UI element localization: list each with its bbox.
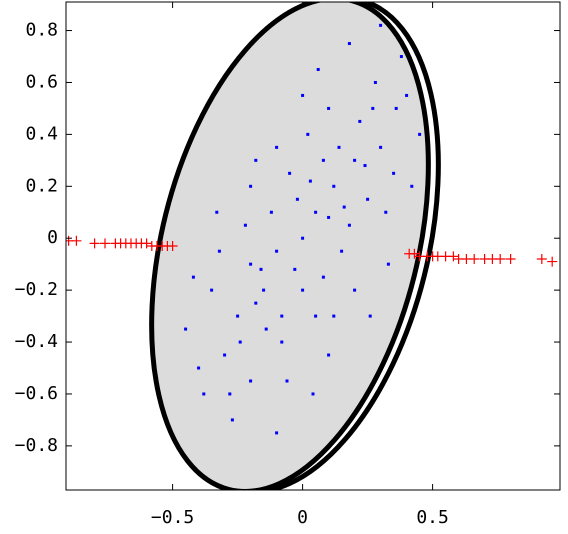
point [347, 223, 351, 227]
point [285, 379, 289, 383]
x-tick-label: 0 [297, 507, 308, 528]
y-tick-label: −0.4 [15, 331, 58, 352]
point [167, 241, 178, 251]
point [379, 145, 383, 149]
point [314, 314, 318, 318]
point [288, 171, 292, 175]
point [301, 288, 305, 292]
ellipses [149, 2, 441, 490]
point [141, 238, 152, 249]
point [353, 288, 357, 292]
point [249, 262, 253, 266]
point [366, 197, 370, 201]
point [269, 210, 273, 214]
point [399, 55, 403, 59]
point [275, 145, 279, 149]
point [210, 288, 214, 292]
point [353, 158, 357, 162]
point [314, 210, 318, 214]
point [368, 314, 372, 318]
point [217, 249, 221, 253]
point [243, 223, 247, 227]
point [301, 93, 305, 97]
y-tick-label: 0.6 [25, 71, 58, 92]
point [384, 210, 388, 214]
point [358, 119, 362, 123]
point [236, 314, 240, 318]
point [223, 353, 227, 357]
point [275, 431, 279, 435]
point [295, 197, 299, 201]
point [280, 314, 284, 318]
y-tick-label: 0.4 [25, 123, 58, 144]
point [448, 251, 459, 262]
point [340, 249, 344, 253]
y-tick-label: −0.8 [15, 435, 58, 456]
point [100, 238, 110, 249]
x-tick-label: 0.5 [416, 507, 449, 528]
point [259, 267, 263, 271]
y-tick-label: 0.2 [25, 175, 58, 196]
point [363, 164, 367, 168]
y-tick-label: 0 [47, 227, 58, 248]
point [275, 249, 279, 253]
point [392, 171, 396, 175]
point [293, 267, 297, 271]
point [249, 379, 253, 383]
point [230, 418, 234, 422]
plot-frame [65, 1, 561, 491]
point [301, 236, 305, 240]
y-tick-label: 0.8 [25, 20, 58, 41]
point [191, 275, 195, 279]
point [71, 235, 82, 246]
point [409, 248, 420, 259]
point [469, 253, 480, 264]
point [337, 145, 341, 149]
point [254, 158, 258, 162]
point [386, 262, 390, 266]
point [373, 80, 377, 84]
point [262, 288, 266, 292]
point [342, 205, 346, 209]
y-tick-label: −0.2 [15, 279, 58, 300]
point [264, 327, 268, 331]
point [505, 253, 516, 264]
point [410, 184, 414, 188]
point [249, 184, 253, 188]
point [536, 253, 547, 264]
point [547, 256, 558, 267]
point [238, 340, 242, 344]
point [308, 179, 312, 183]
point [280, 340, 284, 344]
point [184, 327, 188, 331]
y-tick-label: −0.6 [15, 383, 58, 404]
point [254, 301, 258, 305]
point [197, 366, 201, 370]
point [327, 353, 331, 357]
point [347, 42, 351, 46]
point [89, 238, 100, 249]
point [327, 215, 331, 219]
point [321, 158, 325, 162]
point [228, 392, 232, 396]
point [215, 210, 219, 214]
point [495, 253, 506, 264]
point [327, 106, 331, 110]
point [371, 106, 375, 110]
point [394, 106, 398, 110]
point [379, 23, 383, 27]
point [332, 184, 336, 188]
point [332, 314, 336, 318]
point [418, 132, 422, 136]
point [316, 67, 320, 71]
point [202, 392, 206, 396]
point [306, 132, 310, 136]
point [311, 392, 315, 396]
point [405, 93, 409, 97]
point [321, 275, 325, 279]
x-tick-label: −0.5 [151, 507, 194, 528]
marks [66, 23, 558, 435]
